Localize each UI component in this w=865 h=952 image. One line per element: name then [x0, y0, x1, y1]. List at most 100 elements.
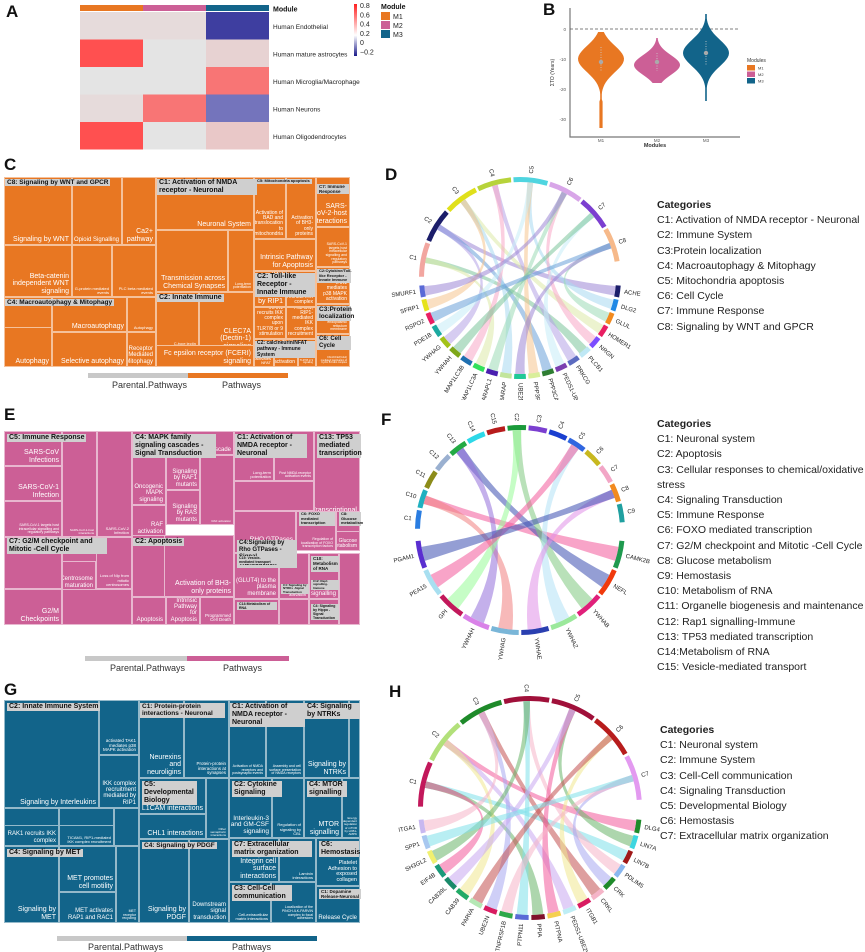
gene-sector-arc — [423, 569, 442, 596]
treemap-group — [114, 808, 139, 846]
gene-sector-arc — [419, 285, 426, 298]
treemap-leaf: Ca2+ pathway — [122, 177, 156, 245]
chord-link — [515, 242, 612, 374]
treemap-leaf: IKK complex recruitment mediated by RIP1 — [99, 755, 139, 808]
parental-pathway-header: C5: Immune Response — [6, 433, 87, 443]
pathway-label: MET receptor recycling — [122, 908, 136, 921]
parental-pathway-label: C12: Rap1 signalling-Immune — [311, 579, 339, 591]
legend-item: C1: Activation of NMDA receptor - Neuron… — [657, 214, 860, 227]
pathway-label: Beta-catenin independent WNT signaling — [12, 272, 69, 295]
gene-sector-label: CAB39L — [428, 886, 449, 906]
chord-link — [443, 739, 637, 832]
legend-item: C4: Signaling Transduction — [657, 494, 783, 507]
chord-link — [443, 739, 574, 910]
median-point — [703, 50, 709, 56]
gene-sector-label: GLUL — [614, 319, 631, 331]
pathway-label: Regulation of signaling by CBL — [277, 822, 301, 836]
chord-link — [423, 495, 513, 630]
treemap-leaf: Signaling by PDGF — [139, 839, 189, 923]
gene-sector-arc — [550, 613, 578, 631]
category-sector-arc — [459, 699, 503, 725]
gene-sector-arc — [598, 569, 617, 596]
treemap-leaf: Fc epsilon receptor (FCERI) signaling — [156, 345, 254, 367]
gene-sector-label: TNFRSF1B — [495, 921, 508, 952]
parental-pathway-label: C2: Cytokine Signaling — [232, 781, 282, 798]
treemap-leaf: TICAM1, RIP1-mediated IKK complex recrui… — [286, 307, 316, 339]
violin-m1 — [578, 32, 624, 128]
parental-pathway-header: C7: Extracellular matrix organization — [231, 840, 312, 858]
legend-item: C3:Protein localization — [657, 244, 762, 257]
category-sector-label: C6 — [566, 176, 575, 186]
category-sector-label: C3 — [450, 186, 460, 196]
parental-pathway-label: C1: Protein-protein interactions - Neuro… — [140, 703, 225, 718]
pathway-label: Interleukin-3 and GM-CSF signaling — [230, 814, 269, 836]
parental-pathway-label: C5: Developmental Biology — [142, 781, 197, 806]
heatmap-cell — [206, 122, 269, 150]
y-tick-label: -30 — [559, 117, 566, 122]
pathways-bar-e — [187, 656, 289, 661]
category-sector-label: C9 — [627, 508, 636, 515]
parental-pathway-label: C1: Dopamine Release-Neuronal — [319, 889, 361, 900]
legend-title: Categories — [660, 724, 715, 736]
gene-sector-label: PRKCG — [574, 365, 591, 386]
pathway-label: TAK1 mediates p38 MAPK activation — [323, 280, 347, 302]
gene-sector-label: PEA15 — [409, 583, 429, 598]
y-tick-label: -20 — [559, 87, 566, 92]
gene-sector-arc — [514, 914, 529, 920]
category-sector-arc — [466, 431, 486, 444]
gene-sector-arc — [547, 910, 562, 919]
parental-pathway-label: C8: Glucose metabolism — [339, 511, 364, 526]
pathway-label: activated TAK1 mediates p38 MAPK activat… — [102, 737, 136, 753]
treemap-leaf: Oncogenic MAPK signaling — [132, 455, 166, 505]
chord-link — [453, 212, 595, 354]
legend-item: C8: Glucose metabolism — [657, 554, 772, 567]
category-sector-label: C1 — [409, 255, 418, 262]
gene-sector-arc — [425, 312, 435, 325]
category-sector-label: C6 — [615, 724, 625, 734]
pathway-label: CHL1 interactions — [147, 829, 203, 837]
category-sector-label: C6 — [596, 446, 606, 456]
parental-pathway-header: C10: Metabolism of RNA — [310, 555, 339, 572]
parental-pathway-label: C4: Signaling by NTRKs -Signal Transduct… — [281, 583, 309, 595]
parental-label-g: Parental.Pathways — [88, 942, 164, 952]
chord-link — [448, 708, 576, 886]
median-point — [598, 59, 604, 65]
gene-sector-arc — [554, 362, 568, 373]
parental-pathway-label: C7: Immune Response — [317, 184, 349, 195]
parental-pathway-header: C8: Glucose metabolism — [338, 511, 364, 526]
legend-title: Modules — [747, 58, 766, 64]
parental-pathway-header: C6: Hemostasis — [318, 840, 360, 858]
legend-item: C3: Cellular responses to chemical/oxida… — [657, 463, 864, 491]
gene-sector-label: PITPNA — [552, 921, 563, 943]
parental-pathway-label: C6: FOXO mediated transcription — [299, 511, 335, 526]
pathway-label: Neurexins and neuroligins — [147, 753, 181, 776]
pathway-label: Signaling by NTRKs — [307, 761, 346, 776]
legend-item: C1: Neuronal system — [657, 433, 756, 446]
category-sector-arc — [549, 181, 582, 202]
gene-sector-label: SFRP1 — [400, 304, 421, 315]
x-tick-label: M1 — [598, 138, 605, 143]
treemap-leaf: Intrinsic Pathway for Apoptosis — [254, 239, 316, 271]
pathway-label: Autophagy — [133, 324, 153, 330]
heatmap-cell — [143, 94, 206, 122]
category-sector-label: C11 — [414, 469, 427, 480]
legend-item: C5: Mitochondria apoptosis — [657, 275, 785, 288]
parental-pathway-header: C7: G2/M checkpoint and Mitotic -Cell Cy… — [6, 537, 107, 555]
pathways-label-c: Pathways — [222, 380, 262, 390]
pathway-label: SARS-CoV-1 Infection — [18, 484, 59, 499]
category-sector-label: C7 — [610, 464, 620, 474]
gene-sector-arc — [449, 346, 462, 358]
gene-sector-label: HOMER1 — [607, 332, 632, 351]
gene-sector-label: DLG2 — [620, 305, 637, 315]
gene-sector-label: SH3GL2 — [405, 857, 429, 873]
gene-sector-label: ITGB1 — [584, 908, 598, 927]
category-sector-label: C8 — [618, 238, 628, 246]
pathway-label: Loss of Nlp from mitotic centrosomes — [99, 573, 129, 587]
parental-pathway-label: C4: Signaling by PDGF — [142, 842, 217, 850]
gene-sector-label: PPIA — [535, 924, 542, 938]
parental-pathway-header: C2: Innate Immune — [156, 293, 224, 303]
pathway-label: SARS-CoV-1 targets host intracellular si… — [325, 241, 347, 265]
category-sector-arc — [584, 449, 601, 467]
legend-label: M3 — [393, 32, 403, 39]
pathway-label: MET promotes cell motility — [67, 875, 113, 890]
